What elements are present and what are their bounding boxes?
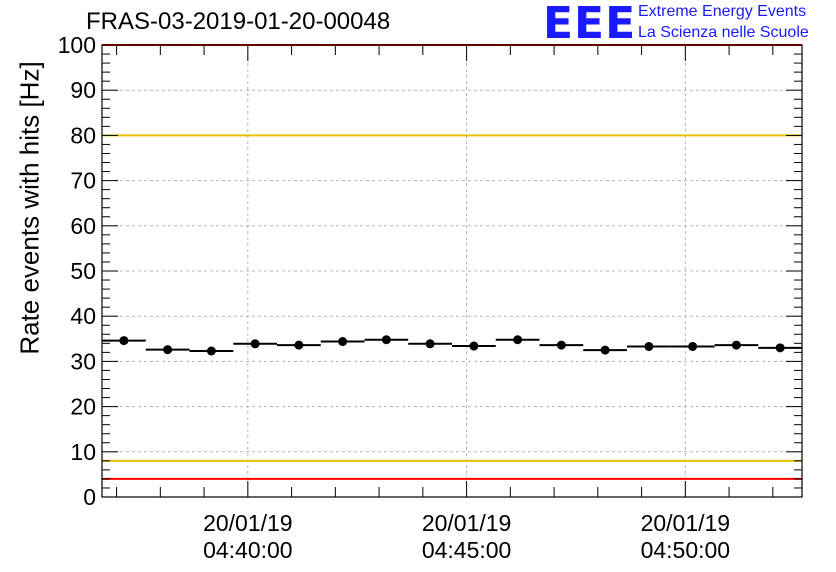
data-point xyxy=(206,346,216,356)
eee-logo-line1: Extreme Energy Events xyxy=(638,3,807,20)
x-tick-label-time: 04:40:00 xyxy=(203,537,293,563)
y-tick-label: 70 xyxy=(70,168,96,194)
chart-title: FRAS-03-2019-01-20-00048 xyxy=(86,8,391,35)
x-tick-label-time: 04:45:00 xyxy=(422,537,512,563)
data-point xyxy=(338,337,348,347)
y-tick-label: 0 xyxy=(83,484,96,510)
x-tick-label-date: 20/01/19 xyxy=(641,510,731,536)
y-tick-label: 100 xyxy=(58,32,96,58)
data-point xyxy=(600,345,610,355)
x-tick-label-date: 20/01/19 xyxy=(203,510,293,536)
eee-logo-mark: EEE xyxy=(543,0,637,49)
data-point xyxy=(469,341,479,351)
y-tick-label: 40 xyxy=(70,303,96,329)
data-point xyxy=(425,339,435,349)
data-point xyxy=(731,340,741,350)
y-tick-label: 90 xyxy=(70,77,96,103)
data-point xyxy=(775,343,785,353)
data-point xyxy=(688,341,698,351)
data-point xyxy=(294,340,304,350)
x-tick-label-date: 20/01/19 xyxy=(422,510,512,536)
x-tick-label-time: 04:50:00 xyxy=(641,537,731,563)
data-point xyxy=(119,336,129,346)
y-tick-label: 20 xyxy=(70,394,96,420)
y-tick-label: 80 xyxy=(70,122,96,148)
data-point xyxy=(513,335,523,345)
data-point xyxy=(644,341,654,351)
eee-logo-line2: La Scienza nelle Scuole xyxy=(638,24,809,41)
y-tick-label: 50 xyxy=(70,258,96,284)
data-point xyxy=(163,345,173,355)
data-point xyxy=(381,335,391,345)
data-point xyxy=(250,339,260,349)
y-tick-label: 30 xyxy=(70,348,96,374)
data-point xyxy=(556,340,566,350)
y-tick-label: 60 xyxy=(70,213,96,239)
y-tick-label: 10 xyxy=(70,439,96,465)
